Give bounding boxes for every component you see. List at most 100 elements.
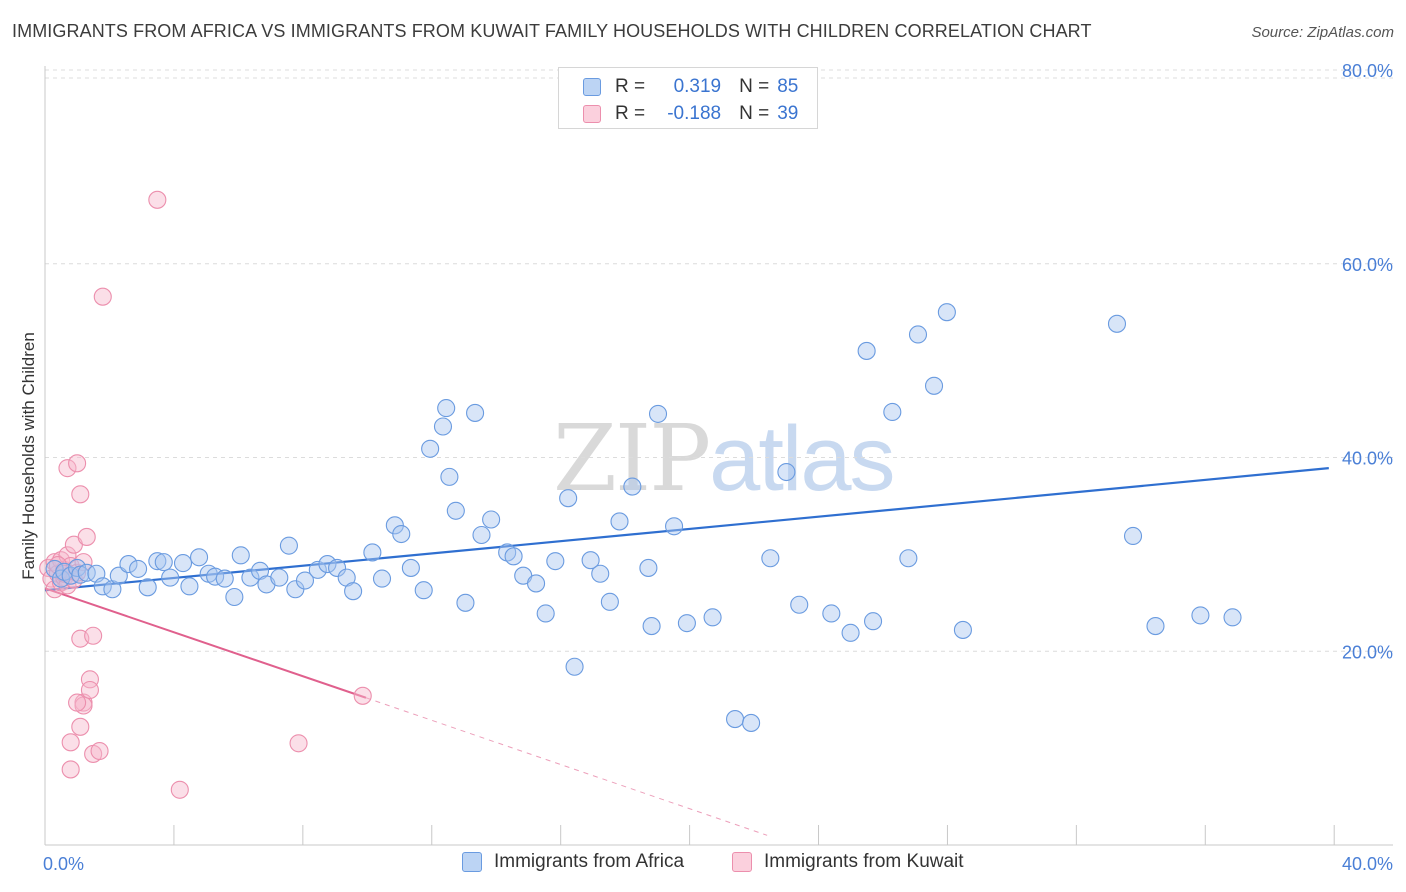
africa-series — [45, 303, 1242, 732]
africa-point — [883, 402, 902, 422]
series-label-africa: Immigrants from Africa — [494, 851, 685, 872]
africa-point — [440, 467, 459, 486]
africa-point — [482, 510, 501, 529]
africa-point — [472, 525, 491, 545]
africa-point — [761, 549, 780, 568]
africa-point — [581, 551, 600, 570]
africa-point — [908, 325, 928, 344]
trend-lines — [44, 467, 1329, 836]
africa-point — [241, 568, 260, 587]
africa-point — [456, 593, 475, 612]
y-tick-label: 20.0% — [1342, 642, 1393, 662]
africa-point — [161, 568, 180, 587]
series-legend-africa[interactable]: Immigrants from Africa — [462, 851, 684, 873]
africa-point — [225, 587, 244, 607]
legend-n-label: N = — [739, 76, 770, 97]
africa-point — [308, 560, 327, 579]
legend-n-value: 39 — [777, 103, 799, 124]
legend-row-africa: R = 0.319 N = 85 — [583, 75, 798, 99]
trend-line-kuwait-extension — [365, 697, 768, 836]
africa-point — [231, 546, 250, 565]
africa-point — [648, 404, 668, 423]
africa-point — [953, 620, 972, 639]
africa-point — [466, 403, 485, 422]
series-legend: Immigrants from Africa Immigrants from K… — [0, 851, 1406, 877]
series-swatch-kuwait — [732, 852, 752, 872]
x-tick-label: 40.0% — [1342, 854, 1393, 874]
legend-n-label: N = — [739, 103, 770, 124]
legend-n-value: 85 — [777, 76, 799, 97]
africa-point — [318, 555, 337, 574]
kuwait-point — [61, 733, 80, 752]
africa-point — [71, 565, 90, 584]
series-swatch-africa — [462, 852, 482, 872]
africa-point — [279, 536, 298, 555]
y-axis-label: Family Households with Children — [19, 332, 38, 580]
africa-point — [401, 558, 420, 577]
legend-r-label: R = — [615, 76, 646, 97]
grid-lines — [45, 69, 1393, 652]
watermark: ZIPatlas — [553, 405, 896, 512]
x-tick-label: 0.0% — [43, 854, 84, 874]
kuwait-point — [170, 780, 189, 799]
chart-title: IMMIGRANTS FROM AFRICA VS IMMIGRANTS FRO… — [12, 21, 1092, 41]
trend-line-africa — [44, 467, 1329, 592]
africa-point — [725, 710, 745, 729]
kuwait-series — [39, 190, 372, 799]
legend-swatch-kuwait — [583, 105, 601, 123]
africa-point — [433, 417, 453, 436]
africa-point — [295, 571, 315, 590]
africa-point — [138, 578, 157, 597]
africa-point — [363, 543, 382, 562]
africa-point — [610, 512, 629, 531]
kuwait-point — [93, 287, 112, 306]
africa-point — [899, 549, 918, 568]
africa-point — [857, 341, 876, 360]
africa-point — [1191, 606, 1210, 625]
africa-point — [1223, 608, 1242, 627]
africa-point — [864, 612, 883, 631]
series-label-kuwait: Immigrants from Kuwait — [764, 851, 964, 872]
africa-point — [328, 558, 347, 577]
africa-point — [421, 439, 440, 458]
africa-point — [559, 489, 578, 508]
trend-line-kuwait — [44, 587, 367, 699]
africa-point — [129, 559, 148, 578]
africa-point — [639, 558, 658, 577]
legend-r-value: 0.319 — [673, 76, 722, 97]
kuwait-point — [68, 454, 87, 473]
africa-point — [677, 614, 696, 633]
tick-labels: 20.0% 40.0% 60.0% 80.0% 0.0% 40.0% — [43, 61, 1393, 874]
kuwait-point — [77, 527, 96, 546]
africa-point — [437, 399, 456, 418]
africa-point — [924, 376, 944, 395]
kuwait-point — [58, 459, 77, 478]
africa-point — [591, 564, 610, 583]
africa-point — [148, 552, 167, 571]
source-label: Source: ZipAtlas.com — [1251, 24, 1394, 41]
series-legend-kuwait[interactable]: Immigrants from Kuwait — [732, 851, 964, 873]
africa-point — [777, 462, 796, 482]
africa-point — [790, 595, 809, 614]
africa-point — [546, 552, 565, 571]
africa-point — [392, 524, 411, 544]
legend-r-label: R = — [615, 103, 646, 124]
africa-point — [173, 554, 193, 573]
watermark-zip: ZIP — [553, 405, 711, 512]
africa-point — [1107, 314, 1127, 333]
africa-point — [109, 566, 128, 585]
africa-point — [536, 604, 555, 623]
africa-point — [215, 569, 234, 588]
africa-point — [742, 713, 761, 732]
africa-point — [180, 577, 199, 596]
kuwait-point — [80, 670, 99, 689]
africa-point — [600, 592, 619, 611]
africa-point — [504, 547, 523, 566]
kuwait-point — [71, 717, 90, 736]
kuwait-point — [61, 760, 80, 779]
africa-point — [565, 657, 584, 676]
legend-swatch-africa — [583, 78, 601, 96]
africa-point — [270, 568, 289, 587]
africa-point — [527, 574, 546, 593]
africa-point — [372, 569, 392, 588]
